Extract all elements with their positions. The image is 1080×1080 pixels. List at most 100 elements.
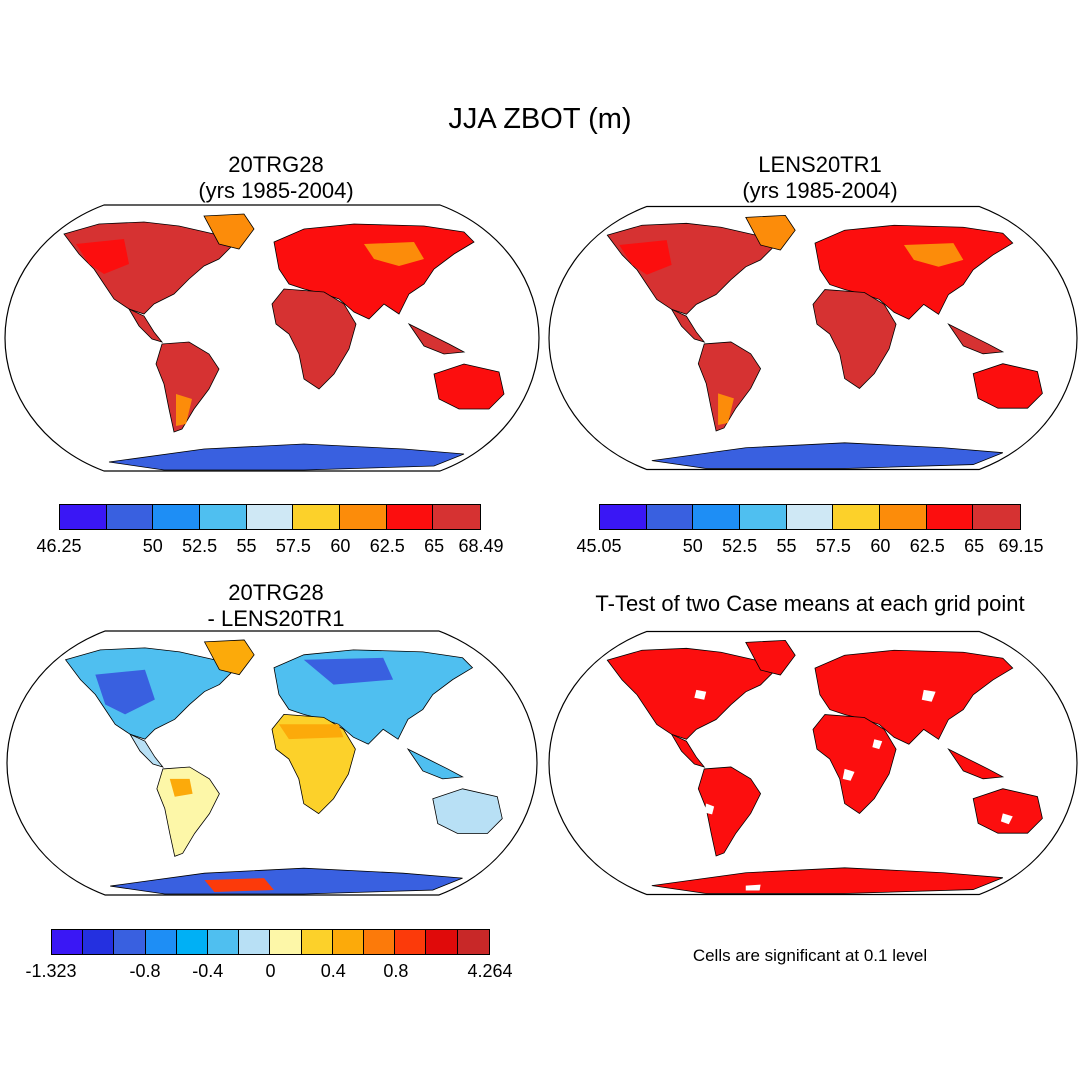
landmass-seAsia <box>406 748 464 780</box>
landmass-greenland <box>203 639 255 676</box>
colorbar-swatch <box>301 930 333 954</box>
field-patch <box>903 243 964 267</box>
field-patch <box>694 689 707 700</box>
colorbar-swatch <box>426 930 458 954</box>
map-bottom-left <box>6 630 538 896</box>
colorbar-top-right <box>599 504 1021 530</box>
landmass-africa <box>271 288 357 390</box>
colorbar-swatch <box>83 930 115 954</box>
colorbar-swatch <box>270 930 302 954</box>
landmass-antarctica <box>110 867 463 895</box>
field-patch <box>204 878 274 893</box>
field-patch <box>619 240 672 275</box>
panel-title-top-left: 20TRG28 (yrs 1985-2004) <box>116 152 436 204</box>
colorbar-label: 60 <box>330 536 351 556</box>
colorbar-label: 52.5 <box>722 536 758 556</box>
colorbar-bottom-left <box>51 929 490 955</box>
colorbar-swatch <box>208 930 240 954</box>
landmass-seAsia <box>947 748 1005 780</box>
colorbar-swatch <box>60 505 107 529</box>
landmass-africa <box>271 713 356 815</box>
colorbar-label: 50 <box>682 536 703 556</box>
colorbar-label: -0.4 <box>192 961 224 981</box>
colorbar-label: 65 <box>424 536 445 556</box>
landmass-europeAsia <box>814 649 1014 745</box>
colorbar-label: 50 <box>142 536 163 556</box>
colorbar-label: 65 <box>964 536 985 556</box>
colorbar-swatch <box>114 930 146 954</box>
landmass-centralAmerica <box>128 308 164 343</box>
colorbar-swatch <box>395 930 427 954</box>
colorbar-label: 45.05 <box>576 536 622 556</box>
landmass-southAmerica <box>156 766 220 857</box>
colorbar-label: 0.8 <box>383 961 409 981</box>
field-patch <box>169 778 193 797</box>
colorbar-swatch <box>926 505 974 529</box>
colorbar-labels-bottom-left: -1.323 -0.8 -0.4 0 0.4 0.8 4.264 <box>25 961 512 983</box>
colorbar-labels-top-left: 46.25 50 52.5 55 57.5 60 62.5 65 68.49 <box>36 536 503 558</box>
landmass-antarctica <box>651 867 1003 894</box>
panel-title-line2: - LENS20TR1 <box>207 606 345 631</box>
field-patch <box>76 239 129 274</box>
field-patch <box>303 657 394 685</box>
field-patch <box>745 884 761 891</box>
field-patch <box>704 803 715 815</box>
map-bottom-right <box>548 630 1078 896</box>
colorbar-swatch <box>106 505 154 529</box>
landmass-centralAmerica <box>129 733 164 768</box>
colorbar-swatch <box>833 505 880 529</box>
colorbar-swatch <box>239 930 271 954</box>
colorbar-swatch <box>364 930 396 954</box>
panel-title-bottom-left: 20TRG28 - LENS20TR1 <box>116 580 436 632</box>
panel-title-top-right: LENS20TR1 (yrs 1985-2004) <box>660 152 980 204</box>
colorbar-swatch <box>52 930 84 954</box>
colorbar-swatch <box>199 505 247 529</box>
colorbar-swatch <box>879 505 927 529</box>
panel-title-line1: 20TRG28 <box>228 152 324 177</box>
colorbar-top-left <box>59 504 481 530</box>
colorbar-swatch <box>145 930 177 954</box>
colorbar-swatch <box>339 505 387 529</box>
field-patch <box>842 768 855 781</box>
landmass-europeAsia <box>273 223 475 320</box>
colorbar-label: 0.4 <box>320 961 346 981</box>
landmass-europeAsia <box>814 224 1014 320</box>
panel-title-line1: T-Test of two Case means at each grid po… <box>595 591 1025 616</box>
landmass-southAmerica <box>697 766 762 857</box>
field-patch <box>872 739 883 750</box>
map-top-left <box>4 204 540 472</box>
field-patch <box>921 689 936 702</box>
panel-title-line1: LENS20TR1 <box>758 152 882 177</box>
colorbar-label: 52.5 <box>182 536 218 556</box>
colorbar-labels-top-right: 45.05 50 52.5 55 57.5 60 62.5 65 69.15 <box>576 536 1043 558</box>
colorbar-swatch <box>293 505 340 529</box>
landmass-centralAmerica <box>670 733 706 768</box>
colorbar-swatch <box>739 505 787 529</box>
landmass-antarctica <box>651 442 1003 469</box>
landmass-seAsia <box>407 322 466 355</box>
colorbar-swatch <box>176 930 209 954</box>
field-patch <box>278 724 344 740</box>
colorbar-label: 46.25 <box>36 536 82 556</box>
colorbar-swatch <box>153 505 200 529</box>
colorbar-label: 55 <box>236 536 257 556</box>
landmass-centralAmerica <box>670 308 706 343</box>
landmass-greenland <box>745 214 796 251</box>
panel-title-bottom-right: T-Test of two Case means at each grid po… <box>540 591 1080 617</box>
landmass-australia <box>433 363 505 410</box>
landmass-africa <box>812 289 897 389</box>
landmass-seAsia <box>947 323 1005 355</box>
colorbar-swatch <box>693 505 740 529</box>
field-patch <box>718 393 734 426</box>
colorbar-swatch <box>433 505 480 529</box>
colorbar-label: 0 <box>265 961 276 981</box>
colorbar-label: -0.8 <box>129 961 161 981</box>
field-patch <box>1000 813 1013 825</box>
colorbar-label: 57.5 <box>815 536 851 556</box>
colorbar-swatch <box>600 505 647 529</box>
landmass-australia <box>972 788 1043 834</box>
landmass-africa <box>812 714 897 814</box>
landmass-antarctica <box>108 443 465 471</box>
landmass-australia <box>432 788 503 834</box>
field-patch <box>95 669 155 715</box>
